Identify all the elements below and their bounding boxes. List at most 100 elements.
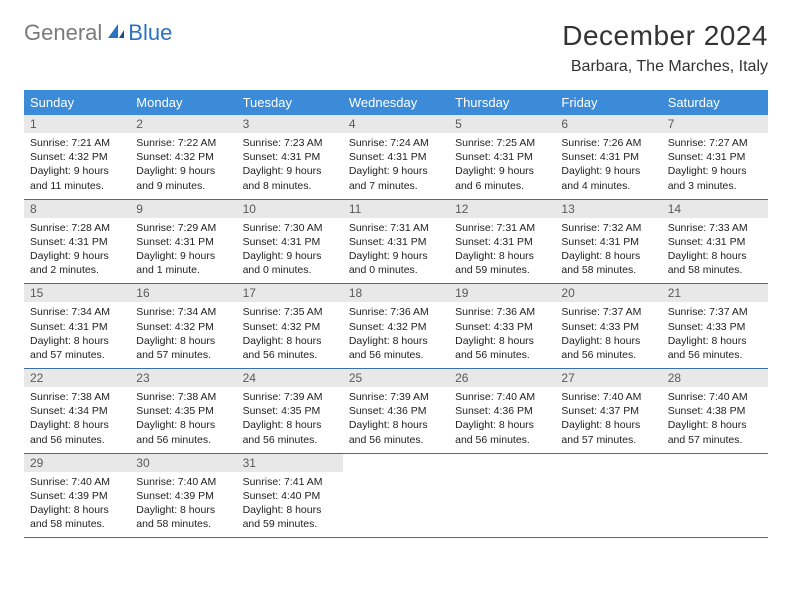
day-cell: 30Sunrise: 7:40 AMSunset: 4:39 PMDayligh… xyxy=(130,453,236,538)
day-body: Sunrise: 7:41 AMSunset: 4:40 PMDaylight:… xyxy=(237,472,343,538)
daylight: Daylight: 9 hours xyxy=(243,164,337,178)
day-number: 10 xyxy=(237,200,343,218)
day-cell: 17Sunrise: 7:35 AMSunset: 4:32 PMDayligh… xyxy=(237,284,343,369)
sunset: Sunset: 4:38 PM xyxy=(668,404,762,418)
day-cell: 16Sunrise: 7:34 AMSunset: 4:32 PMDayligh… xyxy=(130,284,236,369)
dow-sun: Sunday xyxy=(24,90,130,115)
sunset: Sunset: 4:32 PM xyxy=(136,320,230,334)
day-body: Sunrise: 7:37 AMSunset: 4:33 PMDaylight:… xyxy=(555,302,661,368)
daylight: Daylight: 9 hours xyxy=(668,164,762,178)
day-body: Sunrise: 7:31 AMSunset: 4:31 PMDaylight:… xyxy=(449,218,555,284)
sunrise: Sunrise: 7:40 AM xyxy=(30,475,124,489)
day-body: Sunrise: 7:40 AMSunset: 4:39 PMDaylight:… xyxy=(130,472,236,538)
sunset: Sunset: 4:32 PM xyxy=(243,320,337,334)
day-body: Sunrise: 7:39 AMSunset: 4:36 PMDaylight:… xyxy=(343,387,449,453)
sunset: Sunset: 4:31 PM xyxy=(561,150,655,164)
day-body: Sunrise: 7:40 AMSunset: 4:36 PMDaylight:… xyxy=(449,387,555,453)
daylight: and 56 minutes. xyxy=(243,348,337,362)
week-row: 8Sunrise: 7:28 AMSunset: 4:31 PMDaylight… xyxy=(24,199,768,284)
sunset: Sunset: 4:39 PM xyxy=(136,489,230,503)
day-body: Sunrise: 7:37 AMSunset: 4:33 PMDaylight:… xyxy=(662,302,768,368)
daylight: Daylight: 9 hours xyxy=(561,164,655,178)
day-number: 5 xyxy=(449,115,555,133)
day-body: Sunrise: 7:40 AMSunset: 4:37 PMDaylight:… xyxy=(555,387,661,453)
daylight: Daylight: 8 hours xyxy=(243,503,337,517)
daylight: and 4 minutes. xyxy=(561,179,655,193)
daylight: and 8 minutes. xyxy=(243,179,337,193)
sunrise: Sunrise: 7:24 AM xyxy=(349,136,443,150)
daylight: Daylight: 8 hours xyxy=(561,334,655,348)
day-cell xyxy=(555,453,661,538)
day-body: Sunrise: 7:36 AMSunset: 4:33 PMDaylight:… xyxy=(449,302,555,368)
daylight: and 57 minutes. xyxy=(561,433,655,447)
logo-blue: Blue xyxy=(128,20,172,46)
dow-row: Sunday Monday Tuesday Wednesday Thursday… xyxy=(24,90,768,115)
sunrise: Sunrise: 7:23 AM xyxy=(243,136,337,150)
sunset: Sunset: 4:31 PM xyxy=(455,150,549,164)
sunrise: Sunrise: 7:27 AM xyxy=(668,136,762,150)
day-cell: 13Sunrise: 7:32 AMSunset: 4:31 PMDayligh… xyxy=(555,199,661,284)
sunset: Sunset: 4:33 PM xyxy=(668,320,762,334)
day-body: Sunrise: 7:23 AMSunset: 4:31 PMDaylight:… xyxy=(237,133,343,199)
day-cell: 12Sunrise: 7:31 AMSunset: 4:31 PMDayligh… xyxy=(449,199,555,284)
daylight: and 1 minute. xyxy=(136,263,230,277)
day-body: Sunrise: 7:40 AMSunset: 4:39 PMDaylight:… xyxy=(24,472,130,538)
day-number: 8 xyxy=(24,200,130,218)
daylight: Daylight: 8 hours xyxy=(136,418,230,432)
daylight: and 59 minutes. xyxy=(455,263,549,277)
daylight: Daylight: 9 hours xyxy=(30,249,124,263)
daylight: and 2 minutes. xyxy=(30,263,124,277)
sunset: Sunset: 4:32 PM xyxy=(30,150,124,164)
sunrise: Sunrise: 7:31 AM xyxy=(455,221,549,235)
day-body: Sunrise: 7:31 AMSunset: 4:31 PMDaylight:… xyxy=(343,218,449,284)
sunset: Sunset: 4:31 PM xyxy=(349,235,443,249)
sunset: Sunset: 4:33 PM xyxy=(561,320,655,334)
daylight: and 56 minutes. xyxy=(455,348,549,362)
week-row: 29Sunrise: 7:40 AMSunset: 4:39 PMDayligh… xyxy=(24,453,768,538)
day-number: 27 xyxy=(555,369,661,387)
day-body: Sunrise: 7:33 AMSunset: 4:31 PMDaylight:… xyxy=(662,218,768,284)
daylight: and 58 minutes. xyxy=(668,263,762,277)
daylight: and 58 minutes. xyxy=(561,263,655,277)
day-cell: 1Sunrise: 7:21 AMSunset: 4:32 PMDaylight… xyxy=(24,115,130,199)
logo-sail-icon xyxy=(106,22,126,45)
day-body: Sunrise: 7:34 AMSunset: 4:32 PMDaylight:… xyxy=(130,302,236,368)
day-number: 19 xyxy=(449,284,555,302)
daylight: Daylight: 8 hours xyxy=(136,503,230,517)
title-block: December 2024 Barbara, The Marches, Ital… xyxy=(562,20,768,76)
dow-tue: Tuesday xyxy=(237,90,343,115)
daylight: Daylight: 8 hours xyxy=(668,418,762,432)
sunrise: Sunrise: 7:37 AM xyxy=(561,305,655,319)
dow-fri: Friday xyxy=(555,90,661,115)
daylight: and 9 minutes. xyxy=(136,179,230,193)
day-number: 17 xyxy=(237,284,343,302)
sunrise: Sunrise: 7:38 AM xyxy=(30,390,124,404)
sunrise: Sunrise: 7:37 AM xyxy=(668,305,762,319)
daylight: Daylight: 8 hours xyxy=(136,334,230,348)
daylight: and 57 minutes. xyxy=(30,348,124,362)
sunset: Sunset: 4:36 PM xyxy=(455,404,549,418)
day-number: 18 xyxy=(343,284,449,302)
day-number: 9 xyxy=(130,200,236,218)
sunrise: Sunrise: 7:33 AM xyxy=(668,221,762,235)
sunset: Sunset: 4:34 PM xyxy=(30,404,124,418)
day-cell: 28Sunrise: 7:40 AMSunset: 4:38 PMDayligh… xyxy=(662,369,768,454)
daylight: Daylight: 9 hours xyxy=(136,164,230,178)
week-row: 15Sunrise: 7:34 AMSunset: 4:31 PMDayligh… xyxy=(24,284,768,369)
day-number: 23 xyxy=(130,369,236,387)
sunrise: Sunrise: 7:32 AM xyxy=(561,221,655,235)
day-cell: 24Sunrise: 7:39 AMSunset: 4:35 PMDayligh… xyxy=(237,369,343,454)
day-cell: 8Sunrise: 7:28 AMSunset: 4:31 PMDaylight… xyxy=(24,199,130,284)
day-body: Sunrise: 7:24 AMSunset: 4:31 PMDaylight:… xyxy=(343,133,449,199)
day-number: 15 xyxy=(24,284,130,302)
daylight: Daylight: 9 hours xyxy=(243,249,337,263)
dow-mon: Monday xyxy=(130,90,236,115)
day-number: 4 xyxy=(343,115,449,133)
daylight: and 56 minutes. xyxy=(243,433,337,447)
day-number: 25 xyxy=(343,369,449,387)
daylight: Daylight: 8 hours xyxy=(455,334,549,348)
day-number: 21 xyxy=(662,284,768,302)
logo: General Blue xyxy=(24,20,172,46)
day-body: Sunrise: 7:28 AMSunset: 4:31 PMDaylight:… xyxy=(24,218,130,284)
daylight: Daylight: 9 hours xyxy=(30,164,124,178)
